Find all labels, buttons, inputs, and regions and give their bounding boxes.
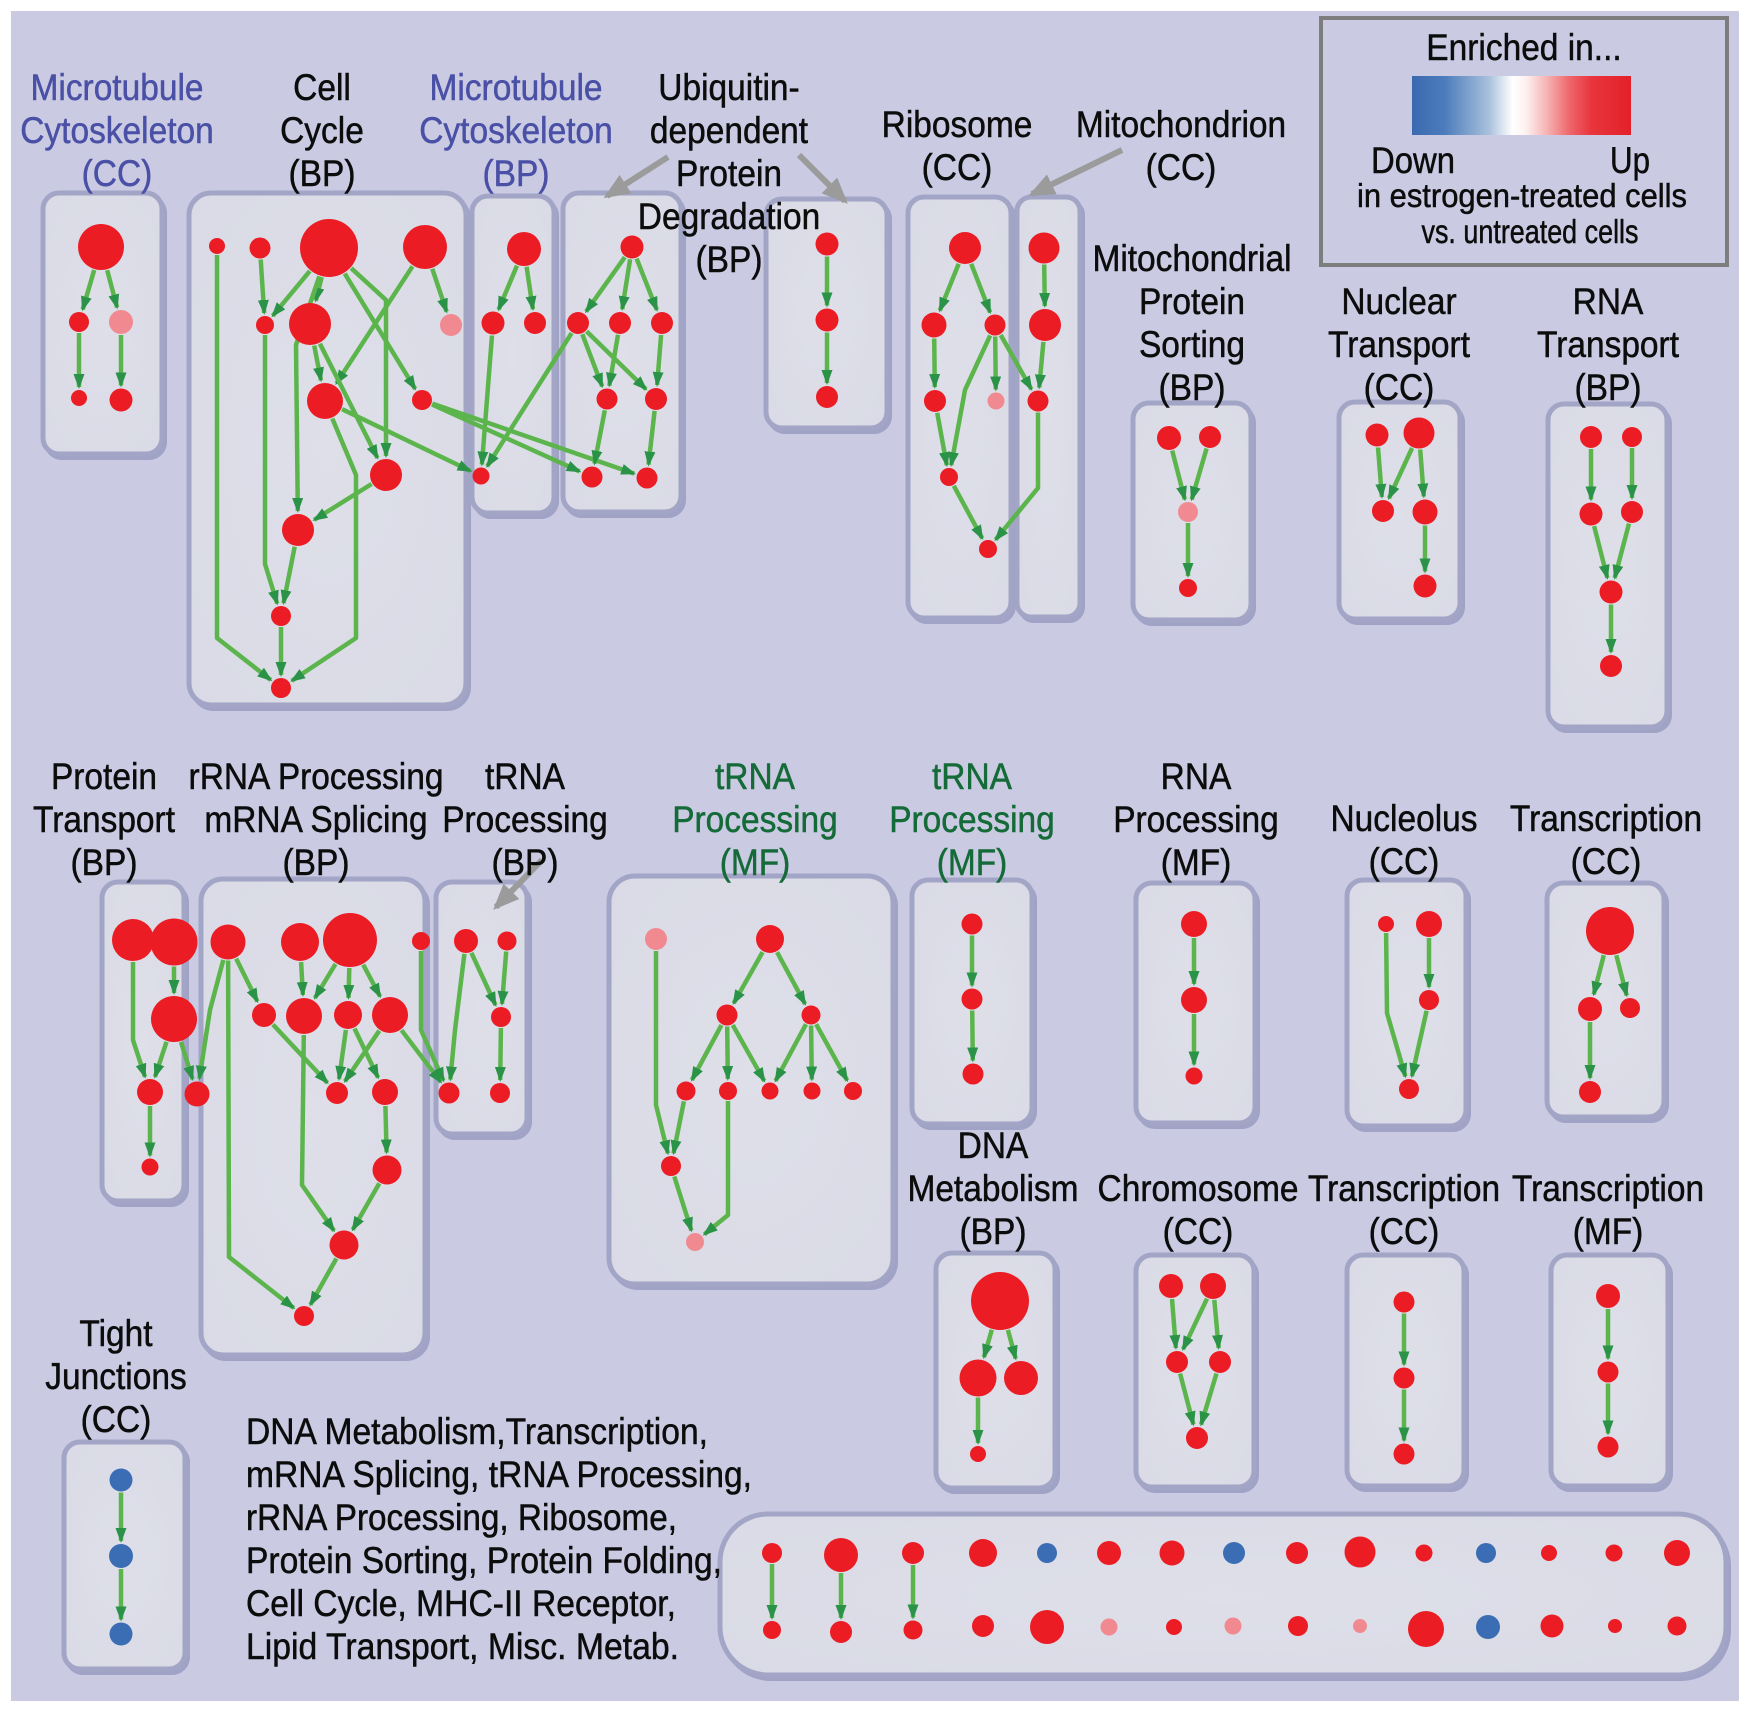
svg-text:dependent: dependent xyxy=(650,110,809,151)
svg-text:(BP): (BP) xyxy=(960,1211,1027,1252)
svg-text:Mitochondrial: Mitochondrial xyxy=(1092,238,1291,279)
svg-text:rRNA Processing, Ribosome,: rRNA Processing, Ribosome, xyxy=(246,1497,677,1538)
svg-text:Transcription: Transcription xyxy=(1510,798,1702,839)
svg-text:(BP): (BP) xyxy=(71,842,138,883)
svg-text:Transport: Transport xyxy=(33,799,176,840)
svg-text:Nuclear: Nuclear xyxy=(1341,281,1456,322)
svg-text:Transcription: Transcription xyxy=(1308,1168,1500,1209)
svg-text:(CC): (CC) xyxy=(922,147,993,188)
svg-text:Processing: Processing xyxy=(1113,799,1279,840)
svg-text:tRNA: tRNA xyxy=(485,756,565,797)
svg-text:Ubiquitin-: Ubiquitin- xyxy=(658,67,799,108)
svg-text:Mitochondrion: Mitochondrion xyxy=(1076,104,1286,145)
svg-text:Up: Up xyxy=(1610,140,1650,181)
svg-text:(BP): (BP) xyxy=(1575,367,1642,408)
svg-text:Cell Cycle, MHC-II Receptor,: Cell Cycle, MHC-II Receptor, xyxy=(246,1583,676,1624)
svg-text:vs. untreated cells: vs. untreated cells xyxy=(1422,213,1639,250)
svg-text:(BP): (BP) xyxy=(289,153,356,194)
svg-text:Chromosome: Chromosome xyxy=(1098,1168,1299,1209)
svg-text:RNA: RNA xyxy=(1161,756,1232,797)
svg-text:DNA: DNA xyxy=(958,1125,1029,1166)
svg-text:Protein Sorting, Protein Foldi: Protein Sorting, Protein Folding, xyxy=(246,1540,722,1581)
svg-text:Protein: Protein xyxy=(51,756,157,797)
svg-text:Sorting: Sorting xyxy=(1139,324,1245,365)
svg-text:(MF): (MF) xyxy=(720,842,791,883)
svg-text:Ribosome: Ribosome xyxy=(882,104,1033,145)
svg-text:Down: Down xyxy=(1371,140,1455,181)
svg-text:Degradation: Degradation xyxy=(638,196,820,237)
svg-text:Processing: Processing xyxy=(889,799,1055,840)
svg-text:in estrogen-treated cells: in estrogen-treated cells xyxy=(1357,177,1687,214)
svg-text:(MF): (MF) xyxy=(1161,842,1232,883)
svg-text:Microtubule: Microtubule xyxy=(430,67,603,108)
svg-text:Cytoskeleton: Cytoskeleton xyxy=(20,110,214,151)
svg-text:(CC): (CC) xyxy=(1146,147,1217,188)
svg-text:Processing: Processing xyxy=(442,799,608,840)
svg-text:Protein: Protein xyxy=(1139,281,1245,322)
svg-text:(CC): (CC) xyxy=(81,1399,152,1440)
svg-text:(CC): (CC) xyxy=(82,153,153,194)
svg-text:Processing: Processing xyxy=(672,799,838,840)
svg-text:Cell: Cell xyxy=(293,67,351,108)
svg-text:Transport: Transport xyxy=(1328,324,1471,365)
svg-text:DNA Metabolism,Transcription,: DNA Metabolism,Transcription, xyxy=(246,1411,708,1452)
svg-text:(BP): (BP) xyxy=(492,842,559,883)
svg-text:(MF): (MF) xyxy=(937,842,1008,883)
svg-text:Lipid Transport, Misc. Metab.: Lipid Transport, Misc. Metab. xyxy=(246,1626,679,1667)
svg-text:(CC): (CC) xyxy=(1369,841,1440,882)
svg-text:mRNA Splicing: mRNA Splicing xyxy=(204,799,427,840)
svg-text:tRNA: tRNA xyxy=(715,756,795,797)
svg-text:Cytoskeleton: Cytoskeleton xyxy=(419,110,613,151)
svg-text:Transport: Transport xyxy=(1537,324,1680,365)
svg-text:Transcription: Transcription xyxy=(1512,1168,1704,1209)
svg-text:(CC): (CC) xyxy=(1163,1211,1234,1252)
svg-text:(BP): (BP) xyxy=(1159,367,1226,408)
svg-text:Metabolism: Metabolism xyxy=(907,1168,1078,1209)
svg-text:Tight: Tight xyxy=(79,1313,153,1354)
svg-text:rRNA Processing: rRNA Processing xyxy=(189,756,444,797)
svg-text:(CC): (CC) xyxy=(1571,841,1642,882)
svg-text:Nucleolus: Nucleolus xyxy=(1331,798,1478,839)
svg-text:mRNA Splicing, tRNA Processing: mRNA Splicing, tRNA Processing, xyxy=(246,1454,752,1495)
svg-text:Enriched in...: Enriched in... xyxy=(1426,27,1621,68)
svg-text:RNA: RNA xyxy=(1573,281,1644,322)
svg-text:(CC): (CC) xyxy=(1369,1211,1440,1252)
svg-text:Protein: Protein xyxy=(676,153,782,194)
svg-text:(BP): (BP) xyxy=(696,239,763,280)
svg-text:Microtubule: Microtubule xyxy=(31,67,204,108)
svg-text:(BP): (BP) xyxy=(483,153,550,194)
svg-text:(MF): (MF) xyxy=(1573,1211,1644,1252)
svg-text:Junctions: Junctions xyxy=(45,1356,186,1397)
svg-text:(BP): (BP) xyxy=(283,842,350,883)
svg-text:Cycle: Cycle xyxy=(280,110,364,151)
svg-text:(CC): (CC) xyxy=(1364,367,1435,408)
svg-text:tRNA: tRNA xyxy=(932,756,1012,797)
